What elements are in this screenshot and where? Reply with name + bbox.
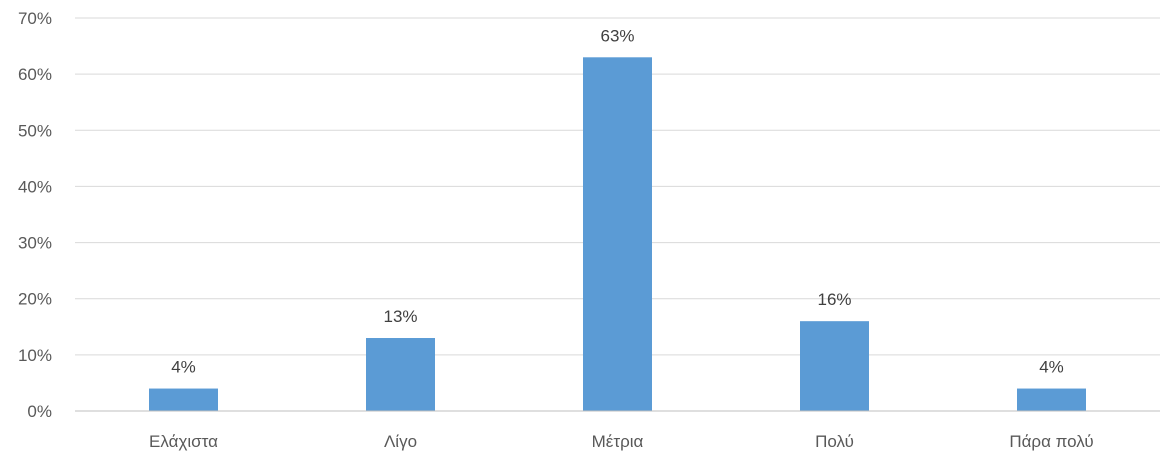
y-tick-label: 50% <box>18 121 52 140</box>
bar <box>1017 388 1086 411</box>
y-tick-label: 10% <box>18 346 52 365</box>
x-axis-category-labels: Ελάχιστα Λίγο Μέτρια Πολύ Πάρα πολύ <box>149 432 1094 451</box>
x-category-label: Πολύ <box>815 432 854 451</box>
x-category-label: Λίγο <box>384 432 417 451</box>
data-labels: 4% 13% 63% 16% 4% <box>171 26 1064 376</box>
data-label: 16% <box>817 290 851 309</box>
y-tick-label: 30% <box>18 234 52 253</box>
bar <box>800 321 869 411</box>
y-tick-label: 40% <box>18 177 52 196</box>
y-tick-label: 20% <box>18 290 52 309</box>
data-label: 4% <box>171 358 196 377</box>
x-category-label: Πάρα πολύ <box>1009 432 1093 451</box>
y-axis-tick-labels: 0% 10% 20% 30% 40% 50% 60% 70% <box>18 9 52 421</box>
y-tick-label: 60% <box>18 65 52 84</box>
bar <box>583 57 652 412</box>
data-label: 13% <box>383 307 417 326</box>
y-tick-label: 70% <box>18 9 52 28</box>
x-category-label: Ελάχιστα <box>149 432 218 451</box>
bar <box>149 388 218 411</box>
data-label: 63% <box>600 26 634 45</box>
x-category-label: Μέτρια <box>592 432 644 451</box>
y-tick-label: 0% <box>27 402 52 421</box>
data-label: 4% <box>1039 358 1064 377</box>
bar <box>366 338 435 411</box>
bars <box>149 57 1086 412</box>
